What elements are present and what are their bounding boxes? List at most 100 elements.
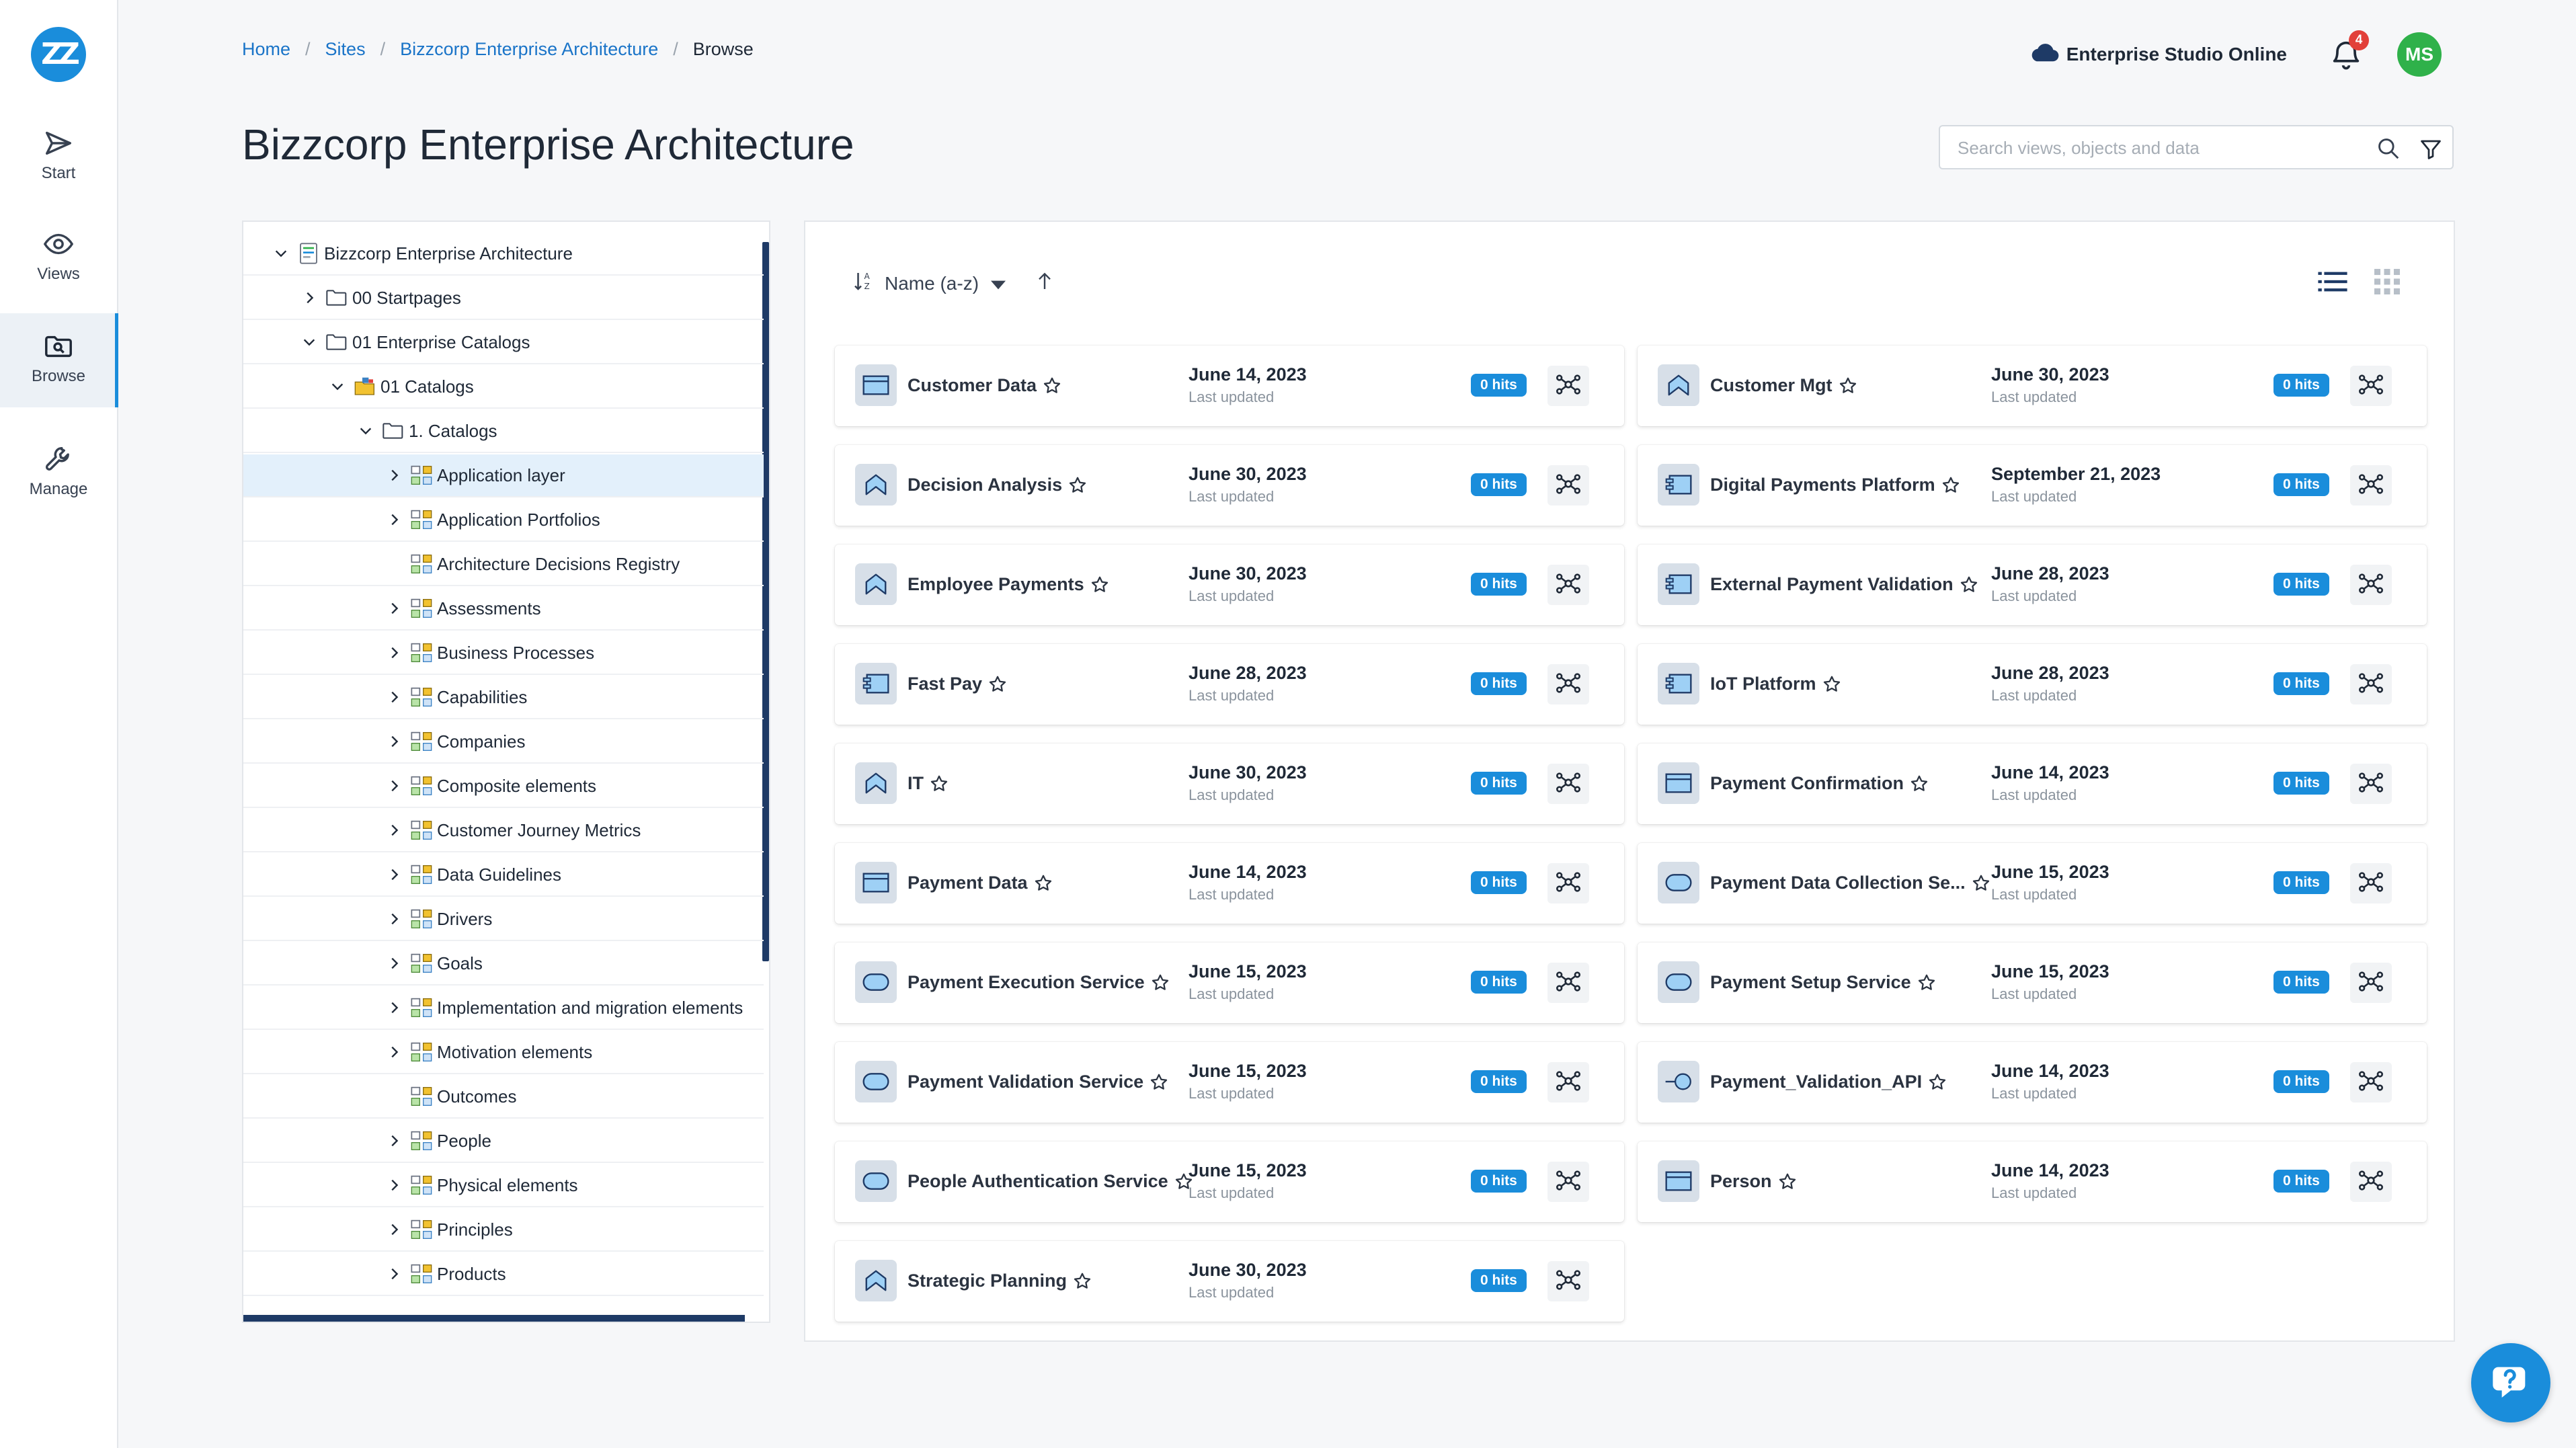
object-card[interactable]: Fast Pay June 28, 2023 Last updated 0 hits — [835, 644, 1624, 725]
card-title[interactable]: Person — [1710, 1171, 1798, 1192]
object-card[interactable]: Employee Payments June 30, 2023 Last updat… — [835, 545, 1624, 625]
tree-horizontal-scrollbar[interactable] — [243, 1315, 745, 1322]
chevron-right-icon[interactable] — [380, 684, 407, 711]
object-card[interactable]: Payment Data Collection Se... June 15, 20… — [1638, 843, 2427, 924]
object-card[interactable]: Customer Mgt June 30, 2023 Last updated 0 h… — [1638, 346, 2427, 426]
tree-node[interactable]: Bizzcorp Enterprise Architecture — [243, 233, 764, 276]
grid-view-button[interactable] — [2374, 269, 2400, 298]
tree-node[interactable]: Products — [243, 1253, 764, 1296]
tree-node[interactable]: Assessments — [243, 588, 764, 631]
nav-views[interactable]: Views — [0, 229, 117, 323]
star-icon[interactable] — [1072, 1271, 1092, 1291]
relations-button[interactable] — [2350, 465, 2392, 506]
card-title[interactable]: Payment Data Collection Se... — [1710, 873, 1991, 893]
chevron-right-icon[interactable] — [380, 772, 407, 799]
star-icon[interactable] — [1909, 774, 1929, 794]
relations-button[interactable] — [1547, 465, 1589, 506]
relations-button[interactable] — [2350, 1062, 2392, 1102]
relations-button[interactable] — [2350, 863, 2392, 903]
card-title[interactable]: IT — [908, 773, 949, 794]
card-title[interactable]: Digital Payments Platform — [1710, 475, 1961, 495]
tree-node[interactable]: Principles — [243, 1209, 764, 1252]
chevron-right-icon[interactable] — [380, 506, 407, 533]
star-icon[interactable] — [1971, 873, 1991, 893]
chevron-right-icon[interactable] — [380, 595, 407, 622]
tree-node[interactable]: Outcomes — [243, 1076, 764, 1119]
card-title[interactable]: Customer Mgt — [1710, 375, 1858, 396]
object-card[interactable]: Payment Setup Service June 15, 2023 Last u… — [1638, 942, 2427, 1023]
object-card[interactable]: Person June 14, 2023 Last updated 0 hits — [1638, 1141, 2427, 1222]
card-title[interactable]: Payment Setup Service — [1710, 972, 1937, 993]
tree-node[interactable]: Application layer — [243, 454, 764, 497]
relations-button[interactable] — [1547, 664, 1589, 705]
tree-node[interactable]: 01 Catalogs — [243, 366, 764, 409]
chevron-right-icon[interactable] — [380, 994, 407, 1021]
tree-node[interactable]: Composite elements — [243, 765, 764, 808]
relations-button[interactable] — [2350, 963, 2392, 1003]
object-card[interactable]: Strategic Planning June 30, 2023 Last upda… — [835, 1241, 1624, 1322]
tree-node[interactable]: Data Guidelines — [243, 854, 764, 897]
relations-button[interactable] — [1547, 1062, 1589, 1102]
sort-direction-button[interactable] — [1034, 270, 1055, 297]
chevron-right-icon[interactable] — [380, 1260, 407, 1287]
tree-node[interactable]: Implementation and migration elements — [243, 987, 764, 1030]
object-card[interactable]: External Payment Validation June 28, 2023… — [1638, 545, 2427, 625]
help-button[interactable] — [2471, 1343, 2550, 1422]
star-icon[interactable] — [1838, 376, 1858, 396]
chevron-right-icon[interactable] — [380, 1039, 407, 1065]
relations-button[interactable] — [2350, 1162, 2392, 1202]
chevron-right-icon[interactable] — [380, 728, 407, 755]
breadcrumb-site[interactable]: Bizzcorp Enterprise Architecture — [400, 39, 659, 59]
object-card[interactable]: Payment Validation Service June 15, 2023 L… — [835, 1042, 1624, 1123]
star-icon[interactable] — [1150, 973, 1170, 993]
chevron-down-icon[interactable] — [296, 329, 323, 356]
card-title[interactable]: Strategic Planning — [908, 1271, 1092, 1291]
relations-button[interactable] — [1547, 963, 1589, 1003]
star-icon[interactable] — [988, 674, 1008, 694]
object-card[interactable]: Decision Analysis June 30, 2023 Last updat… — [835, 445, 1624, 526]
tree-node[interactable]: Architecture Decisions Registry — [243, 543, 764, 586]
card-title[interactable]: People Authentication Service — [908, 1171, 1194, 1192]
star-icon[interactable] — [1149, 1072, 1169, 1092]
avatar[interactable]: MS — [2397, 32, 2442, 77]
tree-node[interactable]: Physical elements — [243, 1164, 764, 1207]
studio-link[interactable]: Enterprise Studio Online — [2029, 41, 2287, 69]
chevron-down-icon[interactable] — [324, 373, 351, 400]
chevron-right-icon[interactable] — [380, 639, 407, 666]
star-icon[interactable] — [1927, 1072, 1947, 1092]
relations-button[interactable] — [2350, 664, 2392, 705]
star-icon[interactable] — [1917, 973, 1937, 993]
app-logo[interactable]: ZZ — [31, 27, 86, 82]
search-input[interactable] — [1956, 126, 2362, 169]
tree-node[interactable]: Companies — [243, 721, 764, 764]
relations-button[interactable] — [2350, 764, 2392, 804]
chevron-right-icon[interactable] — [380, 1172, 407, 1199]
relations-button[interactable] — [1547, 1162, 1589, 1202]
card-title[interactable]: Payment_Validation_API — [1710, 1072, 1947, 1092]
card-title[interactable]: IoT Platform — [1710, 674, 1842, 694]
relations-button[interactable] — [2350, 366, 2392, 406]
object-card[interactable]: Payment_Validation_API June 14, 2023 Last … — [1638, 1042, 2427, 1123]
tree-node[interactable]: Drivers — [243, 898, 764, 941]
chevron-right-icon[interactable] — [380, 861, 407, 888]
object-card[interactable]: IoT Platform June 28, 2023 Last updated 0 h… — [1638, 644, 2427, 725]
star-icon[interactable] — [1777, 1172, 1798, 1192]
filter-icon[interactable] — [2419, 137, 2443, 165]
star-icon[interactable] — [1941, 475, 1961, 495]
tree-scrollbar[interactable] — [762, 242, 769, 961]
card-title[interactable]: Employee Payments — [908, 574, 1110, 595]
object-card[interactable]: Digital Payments Platform September 21, 2… — [1638, 445, 2427, 526]
card-title[interactable]: External Payment Validation — [1710, 574, 1979, 595]
tree-node[interactable]: 1. Catalogs — [243, 410, 764, 453]
card-title[interactable]: Payment Validation Service — [908, 1072, 1169, 1092]
relations-button[interactable] — [1547, 863, 1589, 903]
breadcrumb-sites[interactable]: Sites — [325, 39, 366, 59]
tree-node[interactable]: Customer Journey Metrics — [243, 809, 764, 852]
card-title[interactable]: Payment Data — [908, 873, 1053, 893]
card-title[interactable]: Payment Execution Service — [908, 972, 1170, 993]
star-icon[interactable] — [1174, 1172, 1194, 1192]
relations-button[interactable] — [1547, 764, 1589, 804]
chevron-right-icon[interactable] — [380, 1216, 407, 1243]
object-card[interactable]: Payment Execution Service June 15, 2023 La… — [835, 942, 1624, 1023]
